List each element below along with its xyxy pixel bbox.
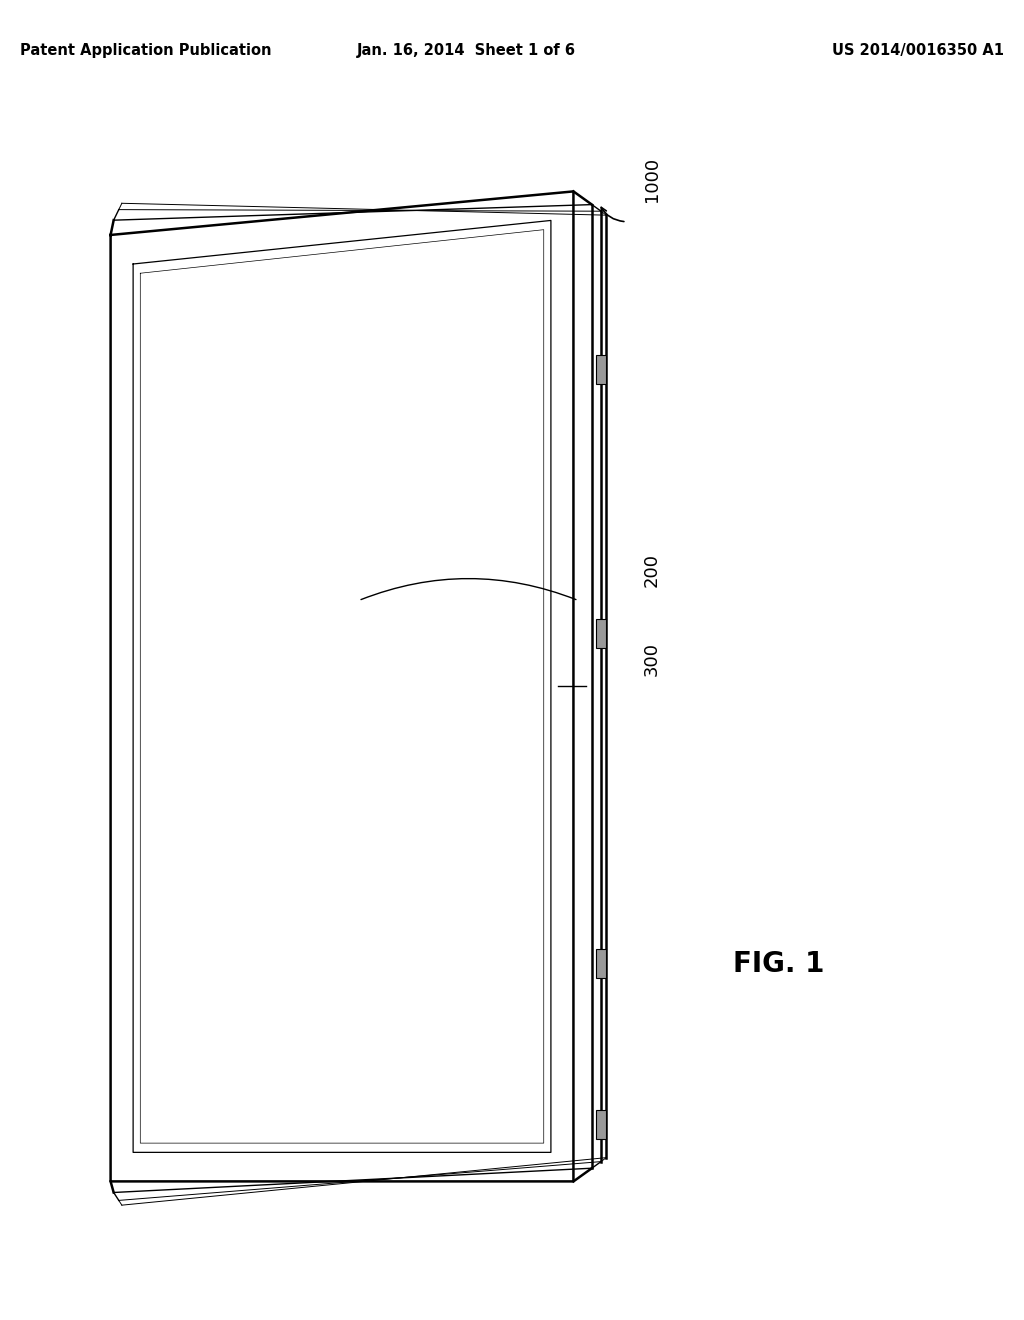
Bar [597, 949, 606, 978]
Text: 1000: 1000 [643, 157, 662, 202]
Text: 300: 300 [643, 642, 662, 676]
Text: US 2014/0016350 A1: US 2014/0016350 A1 [831, 44, 1004, 58]
Text: 200: 200 [643, 553, 662, 587]
Text: FIG. 1: FIG. 1 [732, 949, 824, 978]
Bar [597, 355, 606, 384]
Bar [597, 1110, 606, 1139]
Text: Jan. 16, 2014  Sheet 1 of 6: Jan. 16, 2014 Sheet 1 of 6 [356, 44, 575, 58]
Bar [597, 619, 606, 648]
Text: Patent Application Publication: Patent Application Publication [20, 44, 272, 58]
